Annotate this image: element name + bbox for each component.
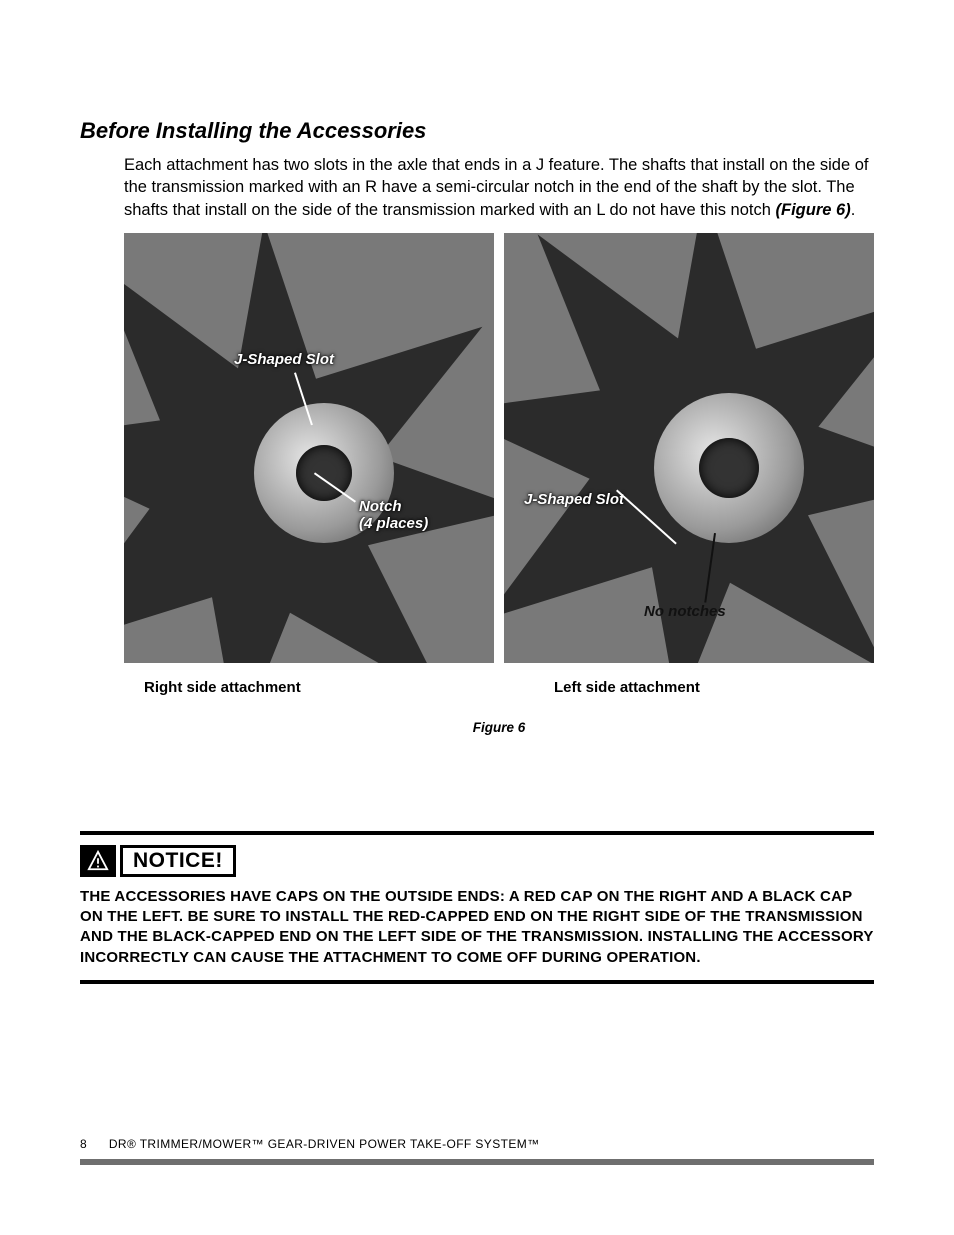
photo-left-side-attachment: J-Shaped Slot No notches bbox=[504, 233, 874, 663]
page-number: 8 bbox=[80, 1137, 87, 1151]
section-title: Before Installing the Accessories bbox=[80, 118, 874, 144]
intro-text: Each attachment has two slots in the axl… bbox=[124, 156, 868, 219]
label-no-notches: No notches bbox=[644, 603, 726, 620]
caption-right-side: Right side attachment bbox=[144, 679, 464, 696]
figure-label: Figure 6 bbox=[124, 720, 874, 735]
notice-text: THE ACCESSORIES HAVE CAPS ON THE OUTSIDE… bbox=[80, 887, 874, 968]
notice-label: NOTICE! bbox=[120, 845, 236, 877]
photo-row: J-Shaped Slot Notch (4 places) J-Shaped … bbox=[124, 233, 874, 663]
intro-text-after: . bbox=[851, 201, 856, 219]
intro-paragraph: Each attachment has two slots in the axl… bbox=[124, 154, 874, 221]
photo-right-side-attachment: J-Shaped Slot Notch (4 places) bbox=[124, 233, 494, 663]
notice-badge: NOTICE! bbox=[80, 845, 236, 877]
caption-left-side: Left side attachment bbox=[554, 679, 874, 696]
warning-icon bbox=[80, 845, 116, 877]
notice-block: NOTICE! THE ACCESSORIES HAVE CAPS ON THE… bbox=[80, 831, 874, 984]
figure-6: J-Shaped Slot Notch (4 places) J-Shaped … bbox=[124, 233, 874, 735]
product-line: DR® TRIMMER/MOWER™ GEAR-DRIVEN POWER TAK… bbox=[109, 1137, 540, 1151]
figure-reference: (Figure 6) bbox=[776, 201, 851, 219]
page-footer: 8 DR® TRIMMER/MOWER™ GEAR-DRIVEN POWER T… bbox=[80, 1137, 874, 1165]
label-j-shaped-slot-left: J-Shaped Slot bbox=[234, 351, 334, 368]
label-notch: Notch (4 places) bbox=[359, 498, 428, 532]
label-j-shaped-slot-right: J-Shaped Slot bbox=[524, 491, 624, 508]
footer-rule bbox=[80, 1159, 874, 1165]
page: Before Installing the Accessories Each a… bbox=[0, 0, 954, 1235]
photo-captions: Right side attachment Left side attachme… bbox=[124, 679, 874, 696]
shaft-hub bbox=[654, 393, 804, 543]
footer-text: 8 DR® TRIMMER/MOWER™ GEAR-DRIVEN POWER T… bbox=[80, 1137, 874, 1157]
